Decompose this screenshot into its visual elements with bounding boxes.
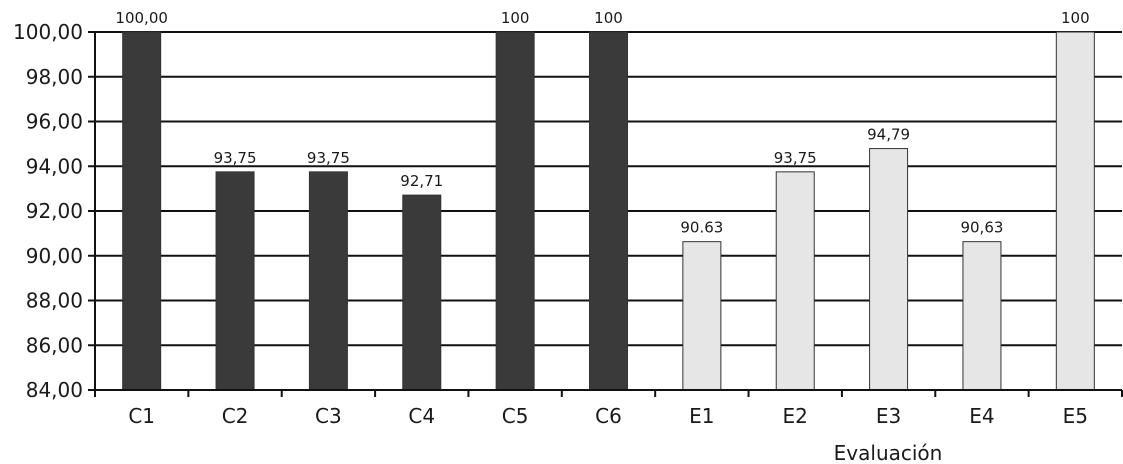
data-label: 93,75 (214, 149, 257, 167)
x-axis-ticks: C1 C2 C3 C4 C5 C6 E1 E2 E3 E4 E5 (94, 390, 1123, 428)
bar-e4 (962, 241, 1002, 391)
x-tick-label: E1 (689, 404, 714, 428)
bar-e2 (775, 171, 815, 391)
x-tick-label: C6 (595, 404, 622, 428)
bars (122, 31, 1095, 391)
x-tick-label: C5 (502, 404, 529, 428)
y-tick-label: 92,00 (26, 199, 83, 223)
x-tick-label: C3 (315, 404, 342, 428)
x-tick-label: E5 (1063, 404, 1088, 428)
bar-c2 (215, 171, 255, 391)
y-axis-ticks: 84,00 86,00 88,00 90,00 92,00 94,00 96,00 98,00… (13, 20, 95, 402)
x-tick-label: E3 (876, 404, 901, 428)
data-label: 92,71 (400, 172, 443, 190)
y-tick-label: 86,00 (26, 333, 83, 357)
data-label: 90.63 (680, 219, 723, 237)
data-label: 93,75 (307, 149, 350, 167)
x-tick-label: C1 (128, 404, 155, 428)
data-label: 93,75 (774, 149, 817, 167)
bar-c5 (495, 31, 535, 391)
y-tick-label: 100,00 (13, 20, 83, 44)
data-label: 100 (1061, 9, 1090, 27)
y-tick-label: 98,00 (26, 65, 83, 89)
bar-c1 (122, 31, 162, 391)
data-label: 100 (594, 9, 623, 27)
x-tick-label: C4 (408, 404, 435, 428)
x-tick-label: C2 (222, 404, 249, 428)
data-labels: 100,00 93,75 93,75 92,71 100 100 90.63 93,75 94,… (115, 9, 1089, 237)
bar-c3 (308, 171, 348, 391)
y-tick-label: 94,00 (26, 154, 83, 178)
x-tick-label: E2 (783, 404, 808, 428)
y-tick-label: 84,00 (26, 378, 83, 402)
bar-e1 (682, 241, 722, 391)
y-tick-label: 88,00 (26, 289, 83, 313)
x-tick-label: E4 (969, 404, 994, 428)
y-tick-label: 90,00 (26, 244, 83, 268)
bar-c4 (402, 194, 442, 391)
y-tick-label: 96,00 (26, 110, 83, 134)
bar-e3 (869, 148, 909, 391)
data-label: 100 (501, 9, 530, 27)
x-axis-title: Evaluación (834, 441, 943, 464)
data-label: 100,00 (115, 9, 168, 27)
bar-e5 (1055, 31, 1095, 391)
data-label: 94,79 (867, 126, 910, 144)
data-label: 90,63 (960, 219, 1003, 237)
bar-c6 (589, 31, 628, 391)
